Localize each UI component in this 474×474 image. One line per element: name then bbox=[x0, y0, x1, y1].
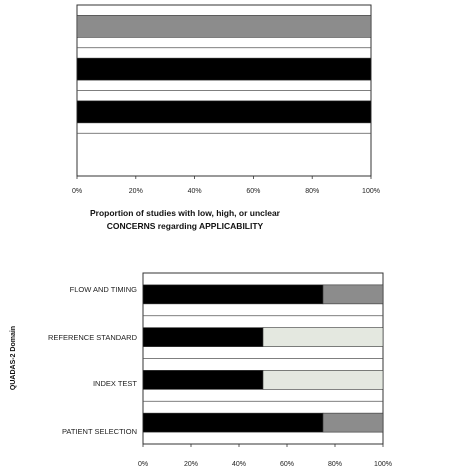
x-tick-label: 80% bbox=[328, 461, 342, 468]
x-tick-label: 0% bbox=[72, 188, 82, 195]
y-category-label: PATIENT SELECTION bbox=[62, 427, 137, 436]
bar-segment bbox=[322, 284, 384, 305]
bar-segment bbox=[76, 57, 372, 81]
y-axis-title: QUADAS-2 Domain bbox=[10, 326, 17, 390]
x-tick-labels: 0% 20% 40% 60% 80% 100% bbox=[138, 461, 392, 468]
x-tick-label: 60% bbox=[280, 461, 294, 468]
x-tick-label: 100% bbox=[362, 188, 380, 195]
bar-segment bbox=[322, 412, 384, 433]
bar-segment bbox=[76, 15, 372, 38]
y-category-labels: FLOW AND TIMING REFERENCE STANDARD INDEX… bbox=[48, 285, 138, 436]
x-tick-label: 40% bbox=[188, 188, 202, 195]
x-axis-title-line-2: CONCERNS regarding APPLICABILITY bbox=[107, 221, 264, 231]
bar-segment bbox=[142, 412, 324, 433]
quadas-domain-chart: FLOW AND TIMING REFERENCE STANDARD INDEX… bbox=[10, 272, 392, 468]
x-tick-label: 20% bbox=[129, 188, 143, 195]
x-tick-label: 0% bbox=[138, 461, 148, 468]
bar-segment bbox=[142, 327, 264, 347]
x-tick-label: 80% bbox=[305, 188, 319, 195]
x-tick-label: 60% bbox=[246, 188, 260, 195]
bar-segment bbox=[142, 284, 324, 305]
y-category-label: REFERENCE STANDARD bbox=[48, 333, 138, 342]
x-tick-labels: 0% 20% 40% 60% 80% 100% bbox=[72, 188, 380, 195]
x-tick-label: 20% bbox=[184, 461, 198, 468]
applicability-chart: 0% 20% 40% 60% 80% 100% Proportion of st… bbox=[72, 4, 380, 231]
bar-segment bbox=[142, 370, 264, 390]
bar-segment bbox=[262, 327, 384, 347]
x-tick-label: 40% bbox=[232, 461, 246, 468]
gridlines bbox=[76, 47, 372, 179]
bars bbox=[142, 284, 384, 433]
y-category-label: INDEX TEST bbox=[93, 379, 137, 388]
x-axis-title-line-1: Proportion of studies with low, high, or… bbox=[90, 208, 281, 218]
bar-segment bbox=[76, 100, 372, 124]
x-tick-label: 100% bbox=[374, 461, 392, 468]
y-category-label: FLOW AND TIMING bbox=[70, 285, 138, 294]
gridlines bbox=[142, 315, 384, 447]
bar-segment bbox=[262, 370, 384, 390]
bars bbox=[76, 15, 372, 124]
